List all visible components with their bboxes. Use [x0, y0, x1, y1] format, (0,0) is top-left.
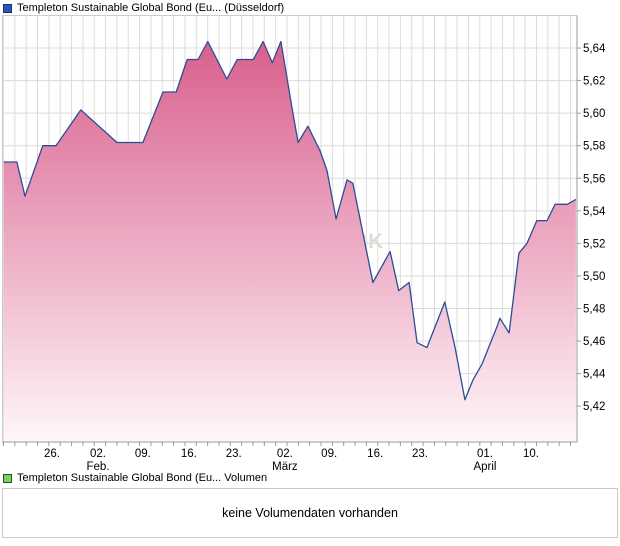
x-axis-label: 16. [367, 448, 383, 460]
x-axis-label: 23. [412, 448, 428, 460]
x-axis-label: 09. [321, 448, 337, 460]
price-area-fill [3, 41, 576, 442]
x-axis-label: 02. [90, 448, 106, 460]
price-chart: CK 5,64 5,62 5,60 5,58 5,56 5,54 5,52 5,50 5,48 5,… [0, 15, 620, 473]
price-series-label: Templeton Sustainable Global Bond (Eu...… [17, 2, 285, 14]
x-axis-label: 10. [523, 448, 539, 460]
x-axis-label: 02. [277, 448, 293, 460]
y-axis-label: 5,60 [583, 108, 605, 120]
y-axis-label: 5,46 [583, 336, 605, 348]
y-axis-label: 5,54 [583, 206, 606, 218]
y-axis-label: 5,52 [583, 238, 605, 250]
price-chart-canvas: CK5,645,625,605,585,565,545,525,505,485,… [2, 15, 606, 473]
price-series-marker-icon [3, 3, 12, 13]
volume-panel: keine Volumendaten vorhanden [2, 488, 618, 538]
x-axis-label: 09. [135, 448, 151, 460]
y-axis-label: 5,50 [583, 271, 605, 283]
price-line [3, 40, 577, 401]
volume-series-marker-icon [3, 473, 12, 483]
y-axis-label: 5,44 [583, 369, 606, 381]
y-axis-label: 5,48 [583, 304, 605, 316]
volume-series-label: Templeton Sustainable Global Bond (Eu...… [17, 472, 268, 484]
no-volume-data-message: keine Volumendaten vorhanden [222, 506, 398, 520]
y-axis-label: 5,58 [583, 141, 605, 153]
x-axis-label: 01. [477, 448, 493, 460]
y-axis-label: 5,42 [583, 401, 605, 413]
x-axis-label: 16. [181, 448, 197, 460]
x-axis-sublabel: April [473, 461, 496, 473]
x-axis-label: 23. [226, 448, 242, 460]
y-axis-label: 5,56 [583, 173, 605, 185]
y-axis-label: 5,64 [583, 43, 606, 55]
x-axis-sublabel: Feb. [87, 461, 110, 473]
volume-chart-legend: Templeton Sustainable Global Bond (Eu...… [3, 472, 267, 484]
x-axis-sublabel: März [272, 461, 298, 473]
price-chart-legend: Templeton Sustainable Global Bond (Eu...… [3, 2, 284, 14]
x-axis-label: 26. [44, 448, 60, 460]
y-axis-label: 5,62 [583, 76, 605, 88]
